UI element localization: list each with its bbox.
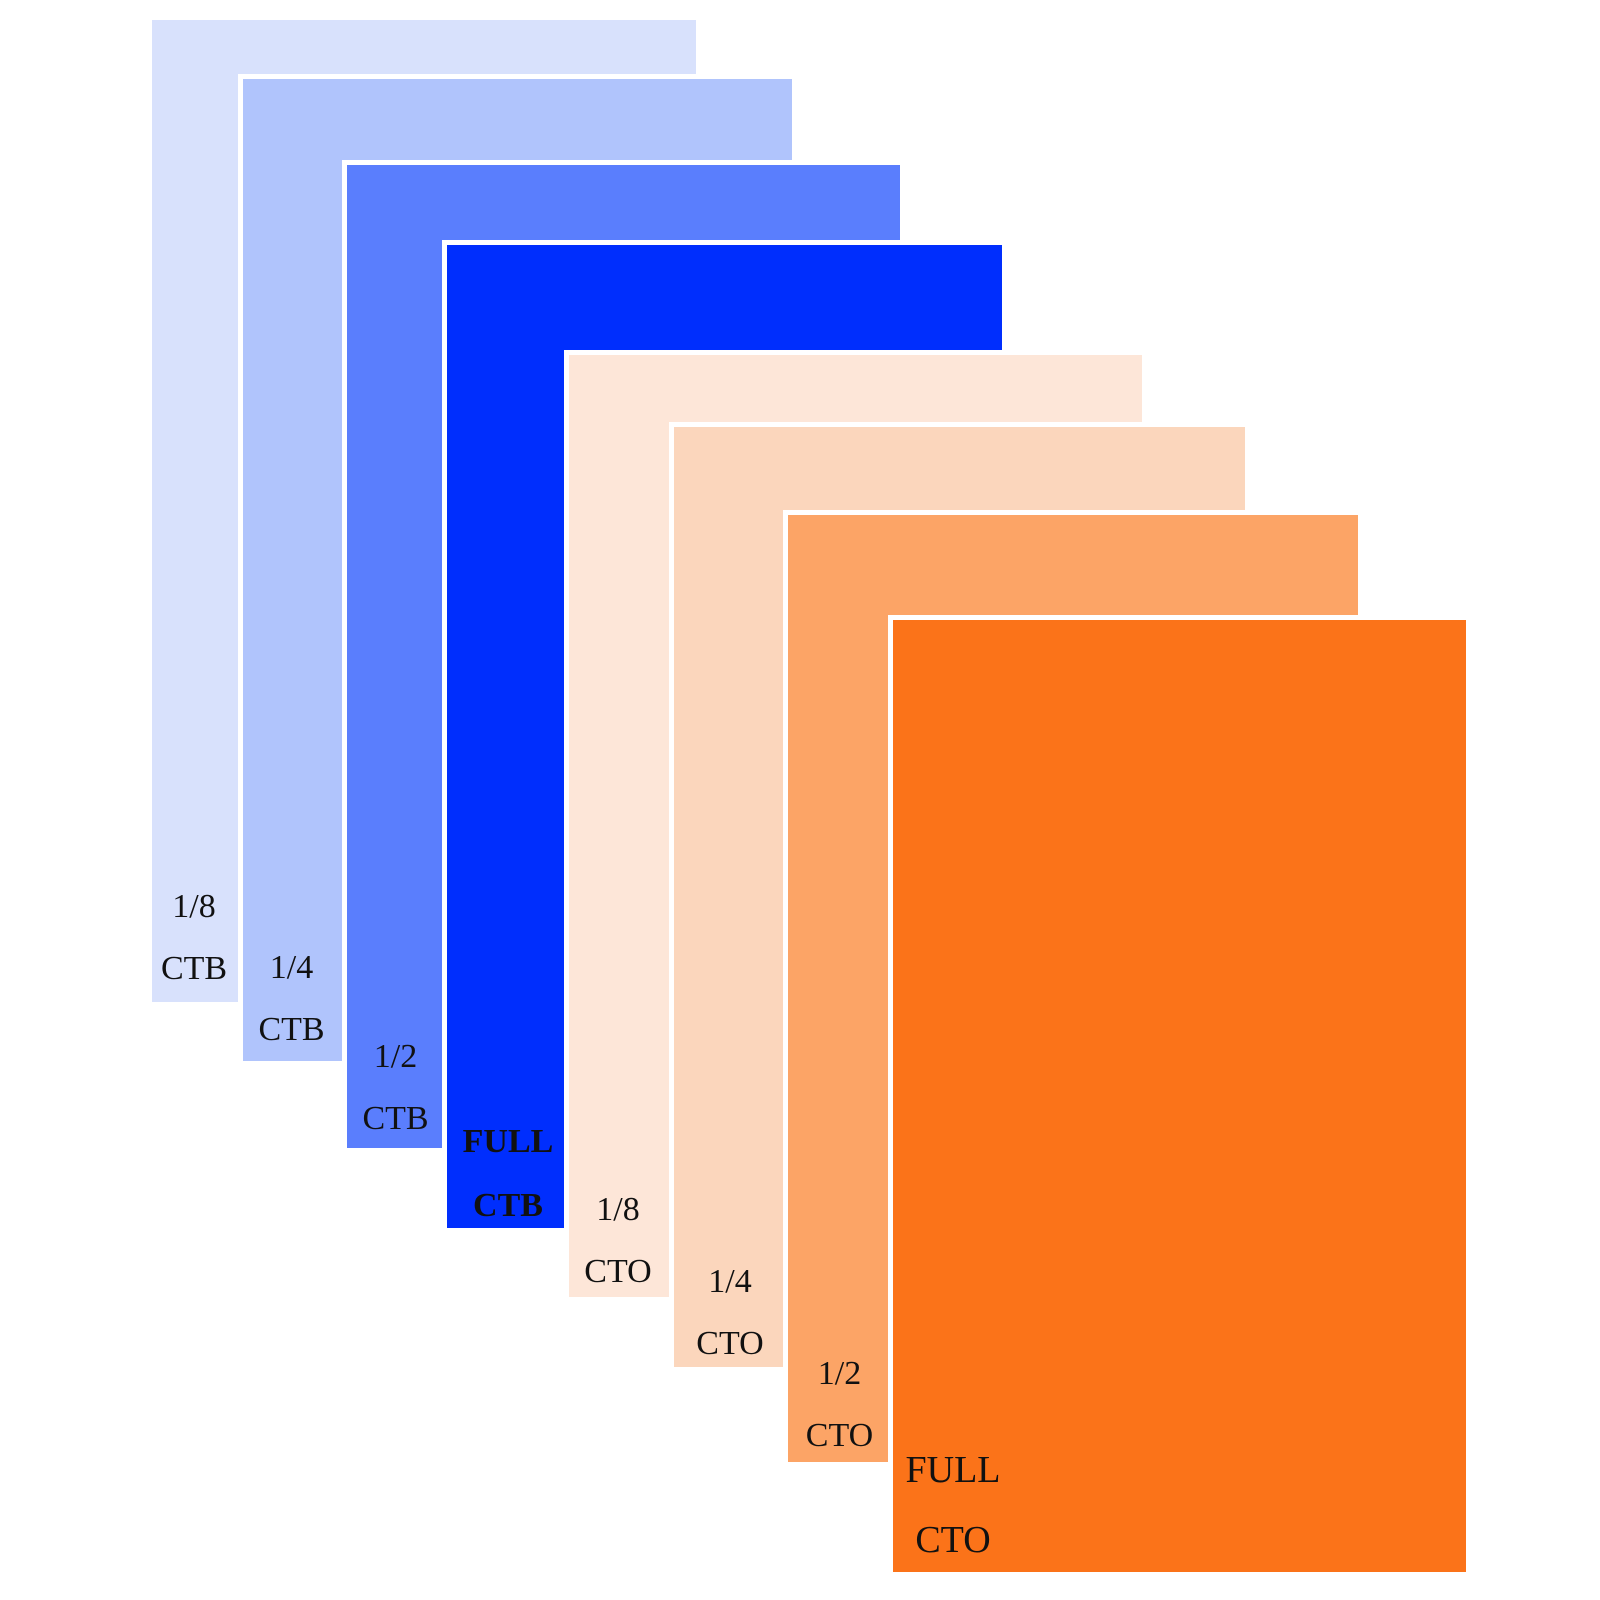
gel-fraction: FULL [905,1449,1001,1491]
gel-label-quarter-cto: 1/4 CTO [674,1265,786,1361]
gel-fraction: 1/8 [596,1191,640,1228]
gel-type: CTO [584,1253,652,1290]
gel-type: CTO [915,1519,991,1561]
gel-label-half-ctb: 1/2 CTB [347,1040,444,1136]
gel-label-full-cto: FULL CTO [897,1451,1009,1559]
gel-swatch-full-cto: FULL CTO [888,615,1466,1572]
gel-label-eighth-ctb: 1/8 CTB [152,890,236,986]
gel-fraction: 1/2 [373,1038,418,1075]
gel-type: CTO [696,1325,764,1362]
gel-fraction: 1/8 [172,888,216,925]
gel-type: CTO [805,1417,874,1454]
gel-type: CTB [160,950,228,987]
gel-type: CTB [362,1100,429,1137]
gel-fraction: FULL [462,1123,554,1160]
gel-type: CTB [258,1011,325,1048]
gel-label-half-cto: 1/2 CTO [788,1357,891,1453]
gel-fraction: 1/4 [269,949,314,986]
gel-label-eighth-cto: 1/8 CTO [569,1193,667,1289]
gel-label-full-ctb: FULL CTB [447,1125,569,1223]
gel-type: CTB [473,1187,543,1224]
gel-label-quarter-ctb: 1/4 CTB [243,951,340,1047]
gel-fraction: 1/4 [708,1263,752,1300]
gel-fraction: 1/2 [817,1355,862,1392]
